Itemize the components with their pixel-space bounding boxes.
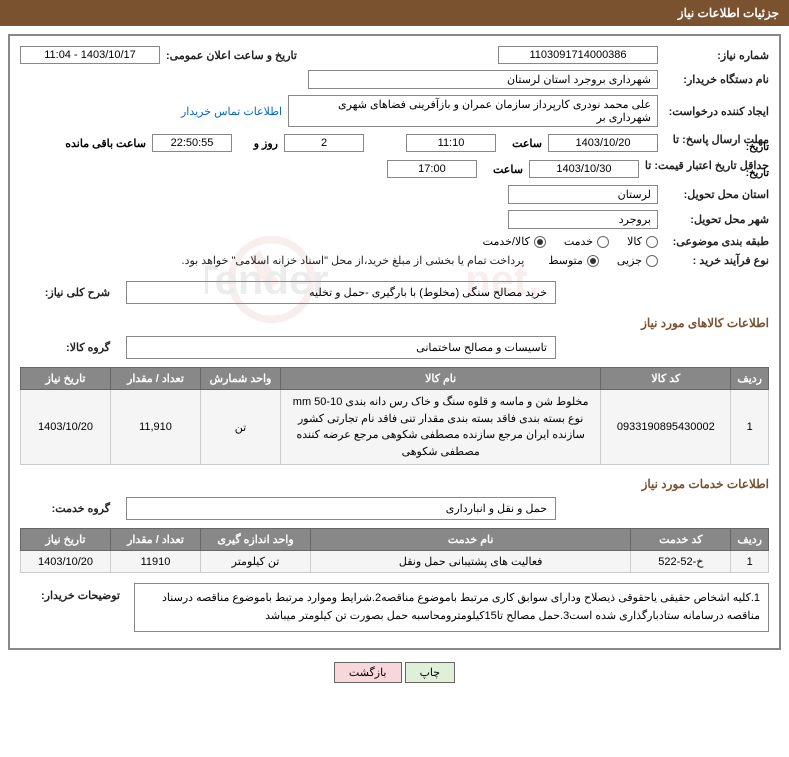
radio-kala-khadamat-label: کالا/خدمت	[483, 235, 530, 248]
row-deadline: مهلت ارسال پاسخ: تا تاریخ: 1403/10/20 سا…	[20, 133, 769, 153]
delivery-prov-label: استان محل تحویل:	[664, 188, 769, 201]
services-th: واحد اندازه گیری	[201, 529, 311, 551]
row-need-number: شماره نیاز: 1103091714000386 تاریخ و ساع…	[20, 46, 769, 64]
process-label: نوع فرآیند خرید :	[664, 254, 769, 267]
table-cell: 1	[731, 390, 769, 465]
goods-section-title: اطلاعات کالاهای مورد نیاز	[20, 316, 769, 330]
buyer-org-label: نام دستگاه خریدار:	[664, 73, 769, 86]
validity-date: 1403/10/30	[529, 160, 639, 178]
goods-group-value: تاسیسات و مصالح ساختمانی	[126, 336, 556, 359]
radio-jozi-label: جزیی	[617, 254, 642, 267]
table-cell: تن	[201, 390, 281, 465]
row-delivery-city: شهر محل تحویل: بروجرد	[20, 210, 769, 229]
table-cell: 1403/10/20	[21, 390, 111, 465]
deadline-time: 11:10	[406, 134, 496, 152]
announce-label: تاریخ و ساعت اعلان عمومی:	[166, 49, 297, 62]
table-cell: 11910	[111, 551, 201, 573]
services-group-label: گروه خدمت:	[20, 502, 110, 515]
overall-desc-value: خرید مصالح سنگی (مخلوط) با بارگیری -حمل …	[126, 281, 556, 304]
table-cell: 1	[731, 551, 769, 573]
goods-th: تاریخ نیاز	[21, 368, 111, 390]
radio-khadamat-label: خدمت	[564, 235, 593, 248]
table-cell: 0933190895430002	[601, 390, 731, 465]
radio-khadamat[interactable]: خدمت	[564, 235, 609, 248]
table-cell: فعالیت های پشتیبانی حمل ونقل	[311, 551, 631, 573]
services-group-value: حمل و نقل و انبارداری	[126, 497, 556, 520]
radio-icon	[646, 255, 658, 267]
button-row: چاپ بازگشت	[0, 662, 789, 683]
radio-icon	[646, 236, 658, 248]
radio-kala-khadamat[interactable]: کالا/خدمت	[483, 235, 546, 248]
services-section-title: اطلاعات خدمات مورد نیاز	[20, 477, 769, 491]
validity-time: 17:00	[387, 160, 477, 178]
back-button[interactable]: بازگشت	[334, 662, 402, 683]
table-cell: خ-52-522	[631, 551, 731, 573]
goods-table: ردیفکد کالانام کالاواحد شمارشتعداد / مقد…	[20, 367, 769, 465]
need-no-value: 1103091714000386	[498, 46, 658, 64]
category-label: طبقه بندی موضوعی:	[664, 235, 769, 248]
services-table: ردیفکد خدمتنام خدمتواحد اندازه گیریتعداد…	[20, 528, 769, 573]
radio-motevaset[interactable]: متوسط	[548, 254, 599, 267]
page-title: جزئیات اطلاعات نیاز	[678, 6, 779, 20]
row-overall-desc: خرید مصالح سنگی (مخلوط) با بارگیری -حمل …	[20, 281, 769, 304]
row-category: طبقه بندی موضوعی: کالا خدمت کالا/خدمت	[20, 235, 769, 248]
delivery-prov-value: لرستان	[508, 185, 658, 204]
buyer-notes-value: 1.کلیه اشخاص حقیقی یاحقوقی ذیصلاح ودارای…	[134, 583, 769, 632]
buyer-contact-link[interactable]: اطلاعات تماس خریدار	[181, 105, 282, 118]
page-header: جزئیات اطلاعات نیاز	[0, 0, 789, 26]
rooz-va-label: روز و	[238, 137, 278, 150]
main-frame: AriaTender .net شماره نیاز: 110309171400…	[8, 34, 781, 650]
radio-icon	[587, 255, 599, 267]
row-buyer-org: نام دستگاه خریدار: شهرداری بروجرد استان …	[20, 70, 769, 89]
delivery-city-label: شهر محل تحویل:	[664, 213, 769, 226]
services-th: تاریخ نیاز	[21, 529, 111, 551]
table-cell: 11,910	[111, 390, 201, 465]
row-goods-group: تاسیسات و مصالح ساختمانی گروه کالا:	[20, 336, 769, 359]
goods-th: کد کالا	[601, 368, 731, 390]
overall-desc-label: شرح کلی نیاز:	[20, 286, 110, 299]
saat-label-2: ساعت	[483, 163, 523, 176]
goods-th: ردیف	[731, 368, 769, 390]
radio-icon	[597, 236, 609, 248]
table-cell: 1403/10/20	[21, 551, 111, 573]
print-button[interactable]: چاپ	[405, 662, 456, 683]
table-cell: تن کیلومتر	[201, 551, 311, 573]
row-validity: حداقل تاریخ اعتبار قیمت: تا تاریخ: 1403/…	[20, 159, 769, 179]
services-th: تعداد / مقدار	[111, 529, 201, 551]
row-process: نوع فرآیند خرید : جزیی متوسط پرداخت تمام…	[20, 254, 769, 267]
process-note: پرداخت تمام یا بخشی از مبلغ خرید،از محل …	[182, 254, 525, 267]
goods-th: تعداد / مقدار	[111, 368, 201, 390]
radio-jozi[interactable]: جزیی	[617, 254, 658, 267]
radio-icon	[534, 236, 546, 248]
announce-value: 1403/10/17 - 11:04	[20, 46, 160, 64]
saat-baghi-label: ساعت باقی مانده	[65, 137, 146, 150]
row-requester: ایجاد کننده درخواست: علی محمد نودری کارپ…	[20, 95, 769, 127]
row-services-group: حمل و نقل و انبارداری گروه خدمت:	[20, 497, 769, 520]
goods-group-label: گروه کالا:	[20, 341, 110, 354]
need-no-label: شماره نیاز:	[664, 49, 769, 62]
services-th: ردیف	[731, 529, 769, 551]
remaining-time: 22:50:55	[152, 134, 232, 152]
saat-label-1: ساعت	[502, 137, 542, 150]
radio-kala-label: کالا	[627, 235, 642, 248]
radio-kala[interactable]: کالا	[627, 235, 658, 248]
delivery-city-value: بروجرد	[508, 210, 658, 229]
deadline-date: 1403/10/20	[548, 134, 658, 152]
buyer-org-value: شهرداری بروجرد استان لرستان	[308, 70, 658, 89]
requester-label: ایجاد کننده درخواست:	[664, 105, 769, 118]
table-row: 10933190895430002مخلوط شن و ماسه و قلوه …	[21, 390, 769, 465]
row-buyer-notes: 1.کلیه اشخاص حقیقی یاحقوقی ذیصلاح ودارای…	[20, 583, 769, 632]
requester-value: علی محمد نودری کارپرداز سازمان عمران و ب…	[288, 95, 658, 127]
row-delivery-prov: استان محل تحویل: لرستان	[20, 185, 769, 204]
remaining-days: 2	[284, 134, 364, 152]
buyer-notes-label: توضیحات خریدار:	[20, 583, 120, 602]
goods-th: واحد شمارش	[201, 368, 281, 390]
table-row: 1خ-52-522فعالیت های پشتیبانی حمل ونقلتن …	[21, 551, 769, 573]
services-th: نام خدمت	[311, 529, 631, 551]
services-th: کد خدمت	[631, 529, 731, 551]
table-cell: مخلوط شن و ماسه و قلوه سنگ و خاک رس دانه…	[281, 390, 601, 465]
goods-th: نام کالا	[281, 368, 601, 390]
radio-motevaset-label: متوسط	[548, 254, 583, 267]
